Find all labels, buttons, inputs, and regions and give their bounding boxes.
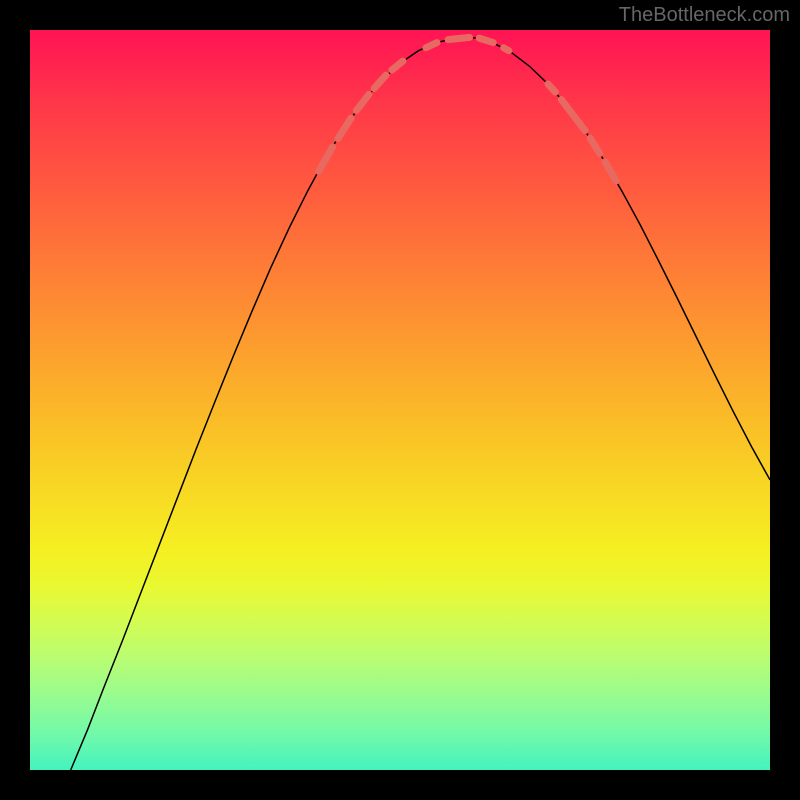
plot-area [30,30,770,770]
watermark-text: TheBottleneck.com [619,4,790,27]
bottleneck-curve [30,30,770,770]
